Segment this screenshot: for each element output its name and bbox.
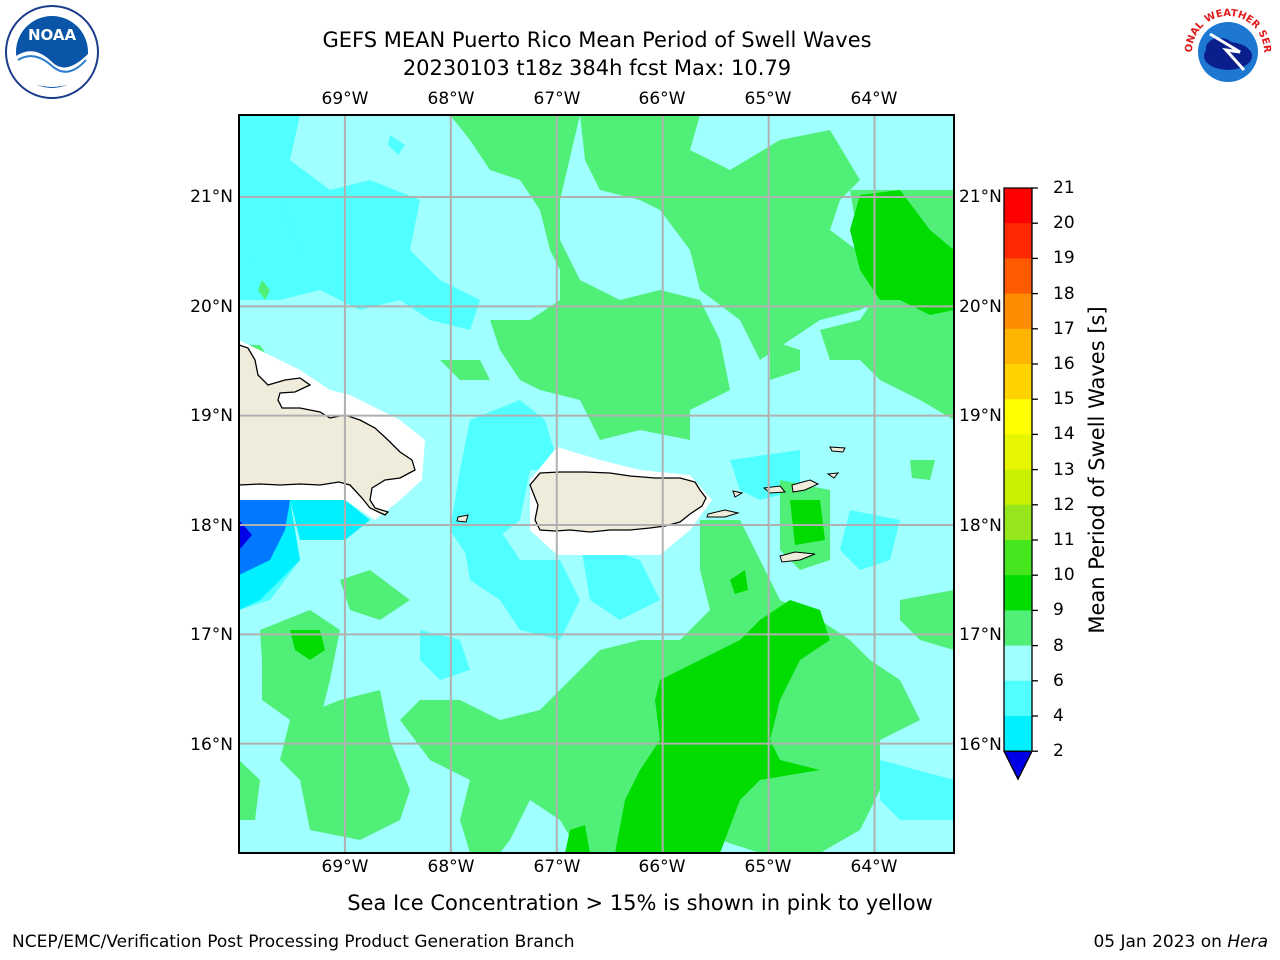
colorbar-segment	[1004, 328, 1032, 365]
lon-label-top: 67°W	[533, 89, 581, 109]
colorbar-tick-label: 13	[1053, 459, 1075, 480]
colorbar-extend-arrow	[1002, 750, 1034, 781]
footer-date: 05 Jan 2023 on Hera	[1093, 932, 1268, 952]
lat-label-right: 18°N	[959, 516, 1002, 536]
colorbar-segment	[1004, 540, 1032, 576]
colorbar-tick-label: 8	[1053, 635, 1064, 656]
lon-label-bottom: 66°W	[638, 857, 686, 877]
colorbar-segment	[1004, 188, 1032, 224]
colorbar-tick-label: 16	[1053, 354, 1075, 374]
colorbar-segment	[1004, 610, 1032, 647]
lat-label-right: 17°N	[959, 625, 1002, 645]
lat-label-left: 18°N	[190, 516, 233, 536]
title-line-1: GEFS MEAN Puerto Rico Mean Period of Swe…	[322, 28, 872, 52]
colorbar-tick-label: 20	[1053, 213, 1075, 234]
colorbar-segment	[1004, 504, 1032, 541]
lat-label-right: 21°N	[959, 187, 1002, 207]
colorbar-tick-label: 17	[1053, 318, 1075, 339]
lat-label-right: 16°N	[959, 735, 1002, 755]
lon-label-top: 69°W	[321, 89, 369, 109]
lon-label-top: 65°W	[744, 89, 792, 109]
footer-credit: NCEP/EMC/Verification Post Processing Pr…	[12, 932, 575, 952]
colorbar-tick-label: 4	[1053, 706, 1064, 726]
colorbar-label: Mean Period of Swell Waves [s]	[1085, 306, 1109, 634]
footer-date-text: 05 Jan 2023 on	[1093, 932, 1228, 952]
colorbar-tick-label: 18	[1053, 283, 1075, 304]
colorbar-segment	[1004, 680, 1032, 717]
colorbar-tick-label: 9	[1053, 600, 1064, 621]
colorbar-segment	[1004, 258, 1032, 295]
nws-logo: NATIONAL WEATHER SERVICE	[1176, 0, 1276, 100]
colorbar-tick-label: 14	[1053, 424, 1075, 445]
lat-label-left: 20°N	[190, 297, 233, 317]
lon-label-bottom: 69°W	[321, 857, 369, 877]
lon-label-bottom: 65°W	[744, 857, 792, 877]
lon-label-bottom: 68°W	[427, 857, 475, 877]
graticule	[239, 115, 954, 853]
lon-label-top: 66°W	[638, 89, 686, 109]
svg-text:NOAA: NOAA	[28, 26, 77, 44]
lat-label-left: 16°N	[190, 735, 233, 755]
colorbar-segment	[1004, 575, 1032, 611]
colorbar-area	[1003, 188, 1032, 758]
lon-label-top: 64°W	[850, 89, 898, 109]
noaa-logo: NOAA	[4, 4, 100, 100]
colorbar-tick-label: 15	[1053, 389, 1075, 410]
colorbar-segment	[1004, 399, 1032, 435]
lat-label-left: 19°N	[190, 406, 233, 426]
colorbar-segment	[1004, 293, 1032, 330]
colorbar-segment	[1004, 364, 1032, 400]
sea-ice-caption: Sea Ice Concentration > 15% is shown in …	[347, 891, 933, 915]
colorbar-tick-label: 6	[1053, 670, 1064, 691]
lat-label-right: 19°N	[959, 406, 1002, 426]
title-line-2: 20230103 t18z 384h fcst Max: 10.79	[402, 56, 792, 80]
colorbar-tick-label: 12	[1053, 494, 1075, 515]
colorbar-segment	[1004, 223, 1032, 259]
footer-host: Hera	[1227, 932, 1268, 952]
map-frame	[238, 114, 955, 854]
colorbar-tick-label: 11	[1053, 530, 1075, 550]
colorbar-segment	[1004, 469, 1032, 506]
lon-label-bottom: 67°W	[533, 857, 581, 877]
swell-period-field	[239, 115, 954, 853]
lon-label-top: 68°W	[427, 89, 475, 109]
colorbar	[1002, 187, 1038, 781]
lat-label-left: 21°N	[190, 187, 233, 207]
lat-label-left: 17°N	[190, 625, 233, 645]
colorbar-tick-label: 10	[1053, 565, 1075, 586]
colorbar-tick-label: 19	[1053, 248, 1075, 269]
colorbar-segment	[1004, 716, 1032, 752]
colorbar-tick-label: 2	[1053, 741, 1064, 762]
lon-label-bottom: 64°W	[850, 857, 898, 877]
colorbar-segment	[1004, 645, 1032, 682]
lat-label-right: 20°N	[959, 297, 1002, 317]
colorbar-segment	[1004, 434, 1032, 471]
colorbar-tick-label: 21	[1053, 178, 1075, 198]
